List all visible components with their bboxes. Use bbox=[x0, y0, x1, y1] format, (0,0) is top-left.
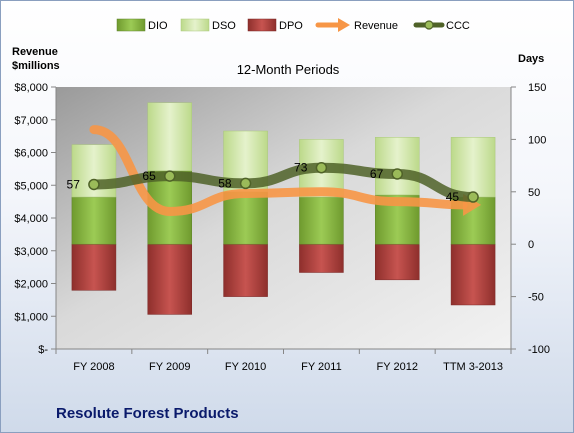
legend-label-revenue: Revenue bbox=[354, 20, 398, 32]
legend-label-dso: DSO bbox=[212, 20, 236, 32]
revenue-line bbox=[89, 125, 468, 216]
x-axis: FY 2008 FY 2009 FY 2010 FY 2011 FY 2012 TTM 3… bbox=[55, 348, 512, 373]
right-tick-label: 150 bbox=[528, 82, 546, 94]
left-tick-label: $7,000 bbox=[14, 115, 48, 127]
dpo-bar bbox=[450, 243, 496, 306]
left-tick-label: $4,000 bbox=[14, 213, 48, 225]
legend-swatch-dio bbox=[116, 18, 146, 32]
right-tick-label: 100 bbox=[528, 134, 546, 146]
dio-bar bbox=[223, 191, 268, 245]
legend-swatch-dpo bbox=[247, 18, 277, 32]
ccc-marker bbox=[164, 170, 176, 182]
left-tick-label: $6,000 bbox=[14, 148, 48, 160]
legend: DIO DSO DPO Revenue CCC bbox=[116, 18, 470, 32]
dpo-bar bbox=[223, 243, 268, 297]
ccc-marker bbox=[467, 191, 479, 203]
dso-bar bbox=[450, 137, 496, 198]
legend-swatch-revenue-head bbox=[338, 18, 350, 32]
dso-bar bbox=[147, 102, 192, 172]
left-axis: $- $1,000 $2,000 $3,000 $4,000 $5,000 $6,000 $7… bbox=[14, 82, 57, 356]
legend-swatch-dso bbox=[180, 18, 210, 32]
dpo-bar bbox=[147, 243, 192, 315]
dso-bar bbox=[375, 137, 420, 196]
dio-bar bbox=[71, 196, 117, 245]
left-tick-label: $3,000 bbox=[14, 246, 48, 258]
ccc-data-label: 57 bbox=[67, 177, 81, 191]
left-tick-label: $8,000 bbox=[14, 82, 48, 94]
dio-bar bbox=[299, 196, 344, 245]
ccc-data-label: 67 bbox=[370, 167, 384, 181]
right-tick-label: -100 bbox=[528, 344, 550, 356]
left-axis-label-line2: $millions bbox=[12, 60, 60, 72]
x-tick-label: FY 2008 bbox=[73, 361, 114, 373]
plot-area bbox=[56, 87, 511, 349]
x-tick-label: FY 2010 bbox=[225, 361, 266, 373]
left-tick-label: $5,000 bbox=[14, 180, 48, 192]
ccc-data-label: 45 bbox=[446, 190, 460, 204]
ccc-data-label: 73 bbox=[294, 161, 308, 175]
left-tick-label: $- bbox=[38, 344, 48, 356]
lines: 57 65 58 73 67 45 bbox=[67, 125, 482, 216]
legend-label-ccc: CCC bbox=[446, 20, 470, 32]
dpo-bar bbox=[71, 243, 117, 291]
x-tick-label: FY 2009 bbox=[149, 361, 190, 373]
ccc-marker bbox=[239, 177, 252, 190]
company-name: Resolute Forest Products bbox=[56, 405, 239, 422]
x-tick-label: TTM 3-2013 bbox=[443, 361, 503, 373]
x-tick-label: FY 2011 bbox=[301, 361, 342, 373]
right-axis-label: Days bbox=[518, 53, 544, 65]
ccc-data-label: 65 bbox=[142, 169, 156, 183]
ccc-line bbox=[88, 162, 479, 203]
left-tick-label: $1,000 bbox=[14, 311, 48, 323]
bars bbox=[71, 102, 496, 315]
left-axis-label-line1: Revenue bbox=[12, 46, 58, 58]
legend-label-dpo: DPO bbox=[279, 20, 303, 32]
legend-label-dio: DIO bbox=[148, 20, 168, 32]
ccc-marker bbox=[88, 178, 100, 191]
x-tick-label: FY 2012 bbox=[377, 361, 418, 373]
ccc-data-label: 58 bbox=[218, 176, 232, 190]
ccc-marker bbox=[315, 161, 328, 174]
right-tick-label: 0 bbox=[528, 239, 534, 251]
dpo-bar bbox=[375, 243, 420, 281]
right-axis: -100 -50 0 50 100 150 bbox=[510, 82, 550, 356]
right-tick-label: -50 bbox=[528, 292, 544, 304]
ccc-marker bbox=[391, 168, 403, 180]
left-tick-label: $2,000 bbox=[14, 279, 48, 291]
legend-swatch-ccc-marker bbox=[424, 20, 434, 30]
dpo-bar bbox=[299, 243, 344, 273]
chart-title: 12-Month Periods bbox=[237, 62, 340, 77]
right-tick-label: 50 bbox=[528, 187, 540, 199]
